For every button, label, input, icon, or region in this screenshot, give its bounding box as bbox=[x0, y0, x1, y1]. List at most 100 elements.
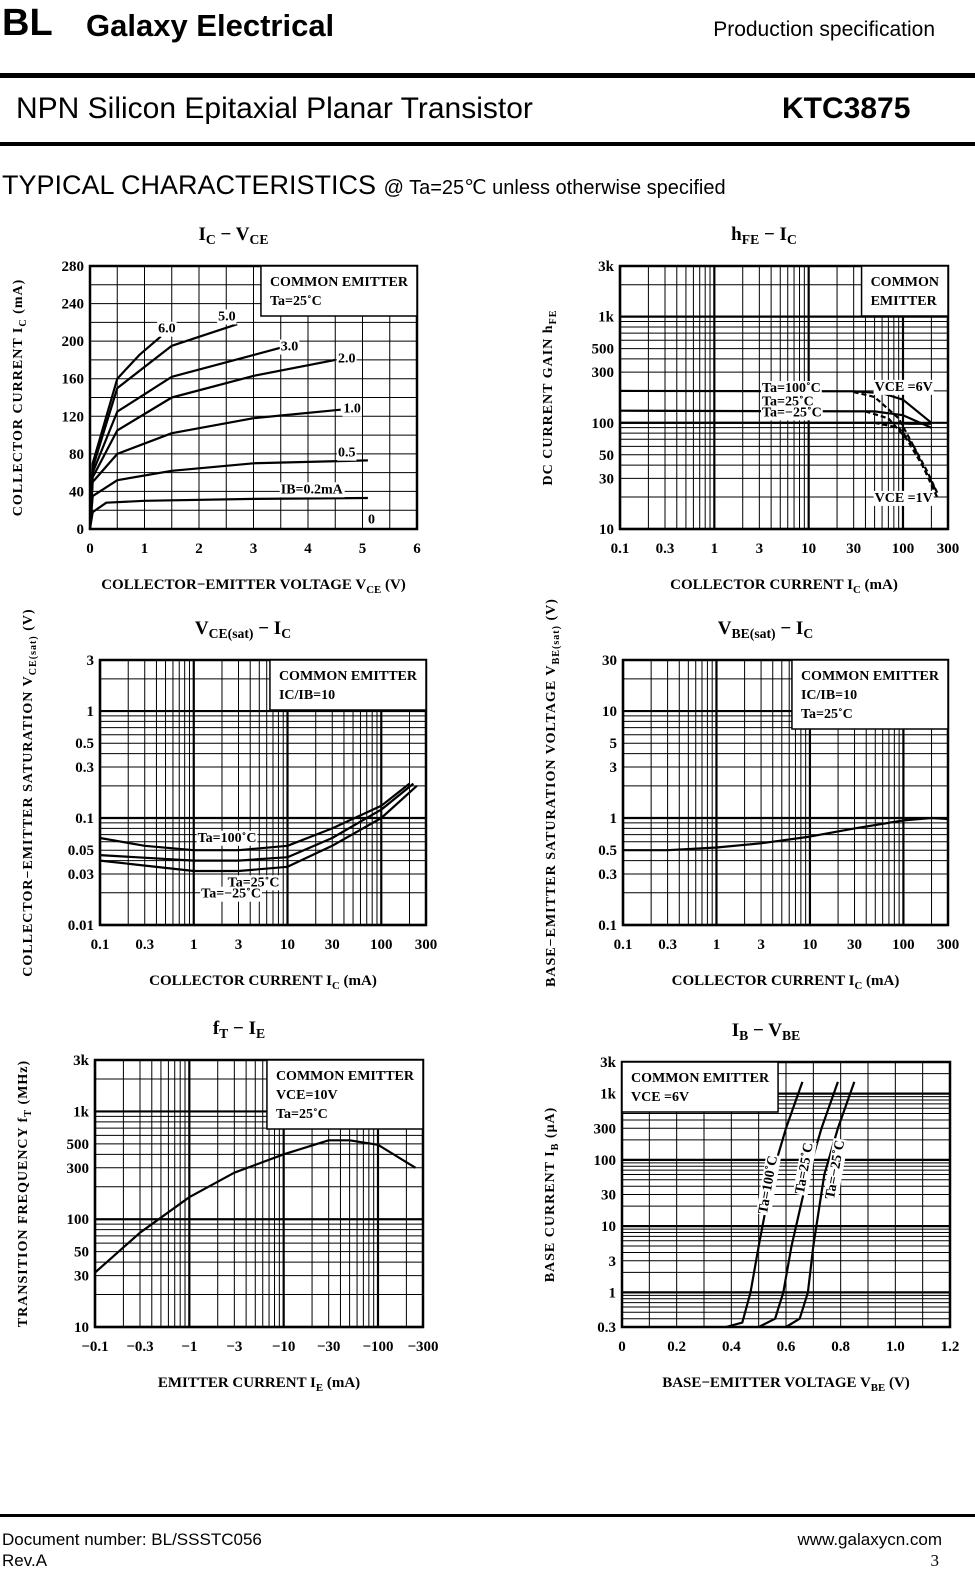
y-axis-label: COLLECTOR CURRENT IC (mA) bbox=[11, 279, 29, 517]
series-line-5 bbox=[865, 410, 939, 494]
x-tick-label: 0 bbox=[86, 541, 94, 557]
curve-label-bg bbox=[822, 1137, 849, 1202]
x-tick-label: 10 bbox=[801, 541, 816, 557]
y-tick-label: 1 bbox=[610, 811, 618, 827]
curve-label: Ta=25˚C bbox=[228, 875, 280, 890]
info-box: COMMON EMITTER IC/IB=10 Ta=25˚C bbox=[791, 659, 949, 730]
y-axis-label: DC CURRENT GAIN hFE bbox=[541, 310, 559, 486]
y-tick-label: 300 bbox=[67, 1161, 90, 1177]
y-tick-label: 80 bbox=[69, 447, 84, 463]
label-segment: BASE−EMITTER VOLTAGE V bbox=[662, 1375, 871, 1391]
chart-6: 0 0.2 0.4 0.6 0.8 1.0 1.20.31310301003001k3kIB… bbox=[543, 1020, 959, 1394]
x-tick-label: −1 bbox=[181, 1339, 197, 1355]
label-segment: C bbox=[854, 980, 862, 992]
x-axis-label: BASE−EMITTER VOLTAGE VBE (V) bbox=[662, 1375, 910, 1394]
plot-frame bbox=[88, 264, 419, 531]
info-box-line: COMMON EMITTER bbox=[801, 669, 940, 684]
label-segment: (mA) bbox=[323, 1375, 360, 1391]
curve-label: 2.0 bbox=[338, 352, 356, 367]
chart-title: IC − VCE bbox=[199, 224, 269, 247]
label-segment: CE(sat) bbox=[28, 635, 39, 675]
label-segment: FE bbox=[548, 310, 559, 325]
x-tick-label: 3 bbox=[235, 937, 243, 953]
x-tick-label: 1 bbox=[711, 541, 719, 557]
y-tick-label: 1k bbox=[598, 310, 615, 326]
info-box: COMMON EMITTER VCE=10V Ta=25˚C bbox=[266, 1059, 424, 1130]
info-box: COMMON EMITTER IC/IB=10 bbox=[269, 659, 427, 711]
section-condition: @ Ta=25℃ unless otherwise specified bbox=[383, 177, 726, 199]
label-segment: COLLECTOR CURRENT I bbox=[149, 973, 332, 989]
x-tick-label: 0.1 bbox=[611, 541, 630, 557]
label-segment: T bbox=[23, 1109, 34, 1117]
divider bbox=[0, 1514, 975, 1517]
series-line-4 bbox=[88, 358, 336, 530]
x-tick-label: 100 bbox=[892, 541, 915, 557]
x-axis-label: COLLECTOR CURRENT IC (mA) bbox=[670, 577, 898, 596]
website-link[interactable]: www.galaxycn.com bbox=[797, 1530, 942, 1549]
curve-label-bg bbox=[226, 875, 281, 891]
label-segment: − V bbox=[748, 1020, 782, 1041]
y-tick-label: 100 bbox=[594, 1153, 617, 1169]
x-tick-label: 0.2 bbox=[667, 1339, 686, 1355]
curve-label-bg bbox=[760, 405, 823, 421]
y-tick-label: 160 bbox=[62, 372, 85, 388]
info-box-line: Ta=25˚C bbox=[801, 707, 853, 722]
y-tick-label: 240 bbox=[62, 297, 85, 313]
label-segment: COLLECTOR CURRENT I bbox=[672, 973, 855, 989]
y-tick-label: 0.5 bbox=[75, 736, 94, 752]
chart-title: IB − VBE bbox=[732, 1020, 801, 1043]
x-tick-label: 300 bbox=[937, 937, 960, 953]
series-line-4 bbox=[853, 390, 939, 498]
label-segment: CE bbox=[366, 584, 381, 596]
label-segment: V bbox=[195, 618, 209, 639]
x-axis-label: COLLECTOR CURRENT IC (mA) bbox=[149, 973, 377, 992]
info-box-frame bbox=[860, 265, 949, 317]
y-tick-label: 10 bbox=[74, 1320, 89, 1336]
info-box-line: IC/IB=10 bbox=[279, 688, 335, 703]
label-segment: E bbox=[256, 1026, 265, 1041]
x-tick-label: −3 bbox=[226, 1339, 242, 1355]
chart-title: fT − IE bbox=[213, 1018, 265, 1041]
curve-label: Ta=−25˚C bbox=[762, 405, 822, 420]
label-segment: E bbox=[316, 1382, 323, 1394]
x-tick-label: 3 bbox=[756, 541, 764, 557]
info-box-line: COMMON EMITTER bbox=[631, 1071, 770, 1086]
page-number: 3 bbox=[930, 1551, 940, 1570]
y-tick-label: 30 bbox=[599, 471, 614, 487]
y-tick-label: 0.3 bbox=[75, 760, 94, 776]
x-tick-label: 0.3 bbox=[135, 937, 154, 953]
x-tick-label: 30 bbox=[325, 937, 340, 953]
curve-label: 6.0 bbox=[158, 322, 176, 337]
x-tick-label: 3 bbox=[250, 541, 258, 557]
spec-label: Production specification bbox=[713, 18, 935, 41]
y-tick-label: 40 bbox=[69, 484, 84, 500]
x-tick-label: 0.4 bbox=[722, 1339, 741, 1355]
curve-label-bg bbox=[873, 490, 934, 506]
product-title: NPN Silicon Epitaxial Planar Transistor bbox=[16, 92, 533, 125]
info-box-line: COMMON EMITTER bbox=[276, 1069, 415, 1084]
label-segment: f bbox=[213, 1018, 220, 1039]
info-box: COMMON EMITTER VCE =6V bbox=[621, 1061, 779, 1113]
chart-3: 0.1 0.3 1 3 10 30 100 300 0.01 0.03 0.05 0.1 0.3 0.5 1… bbox=[21, 608, 437, 992]
label-segment: − I bbox=[776, 618, 804, 639]
series-line-1 bbox=[725, 1081, 804, 1329]
curve-label-bg bbox=[279, 482, 345, 498]
chart-4: 0.1 0.3 1 3 10 30 100 3000.10.30.51351030VBE(sa… bbox=[544, 598, 959, 992]
x-tick-label: 100 bbox=[892, 937, 915, 953]
x-tick-label: 300 bbox=[937, 541, 960, 557]
label-segment: V bbox=[718, 618, 732, 639]
x-tick-label: −30 bbox=[317, 1339, 341, 1355]
y-tick-label: 10 bbox=[599, 522, 614, 538]
y-tick-label: 3 bbox=[610, 760, 618, 776]
y-tick-label: 1 bbox=[609, 1285, 617, 1301]
curve-label: VCE =1V bbox=[875, 491, 933, 506]
x-axis-label: COLLECTOR−EMITTER VOLTAGE VCE (V) bbox=[101, 577, 406, 596]
y-tick-label: 0.01 bbox=[68, 918, 94, 934]
label-segment: C bbox=[281, 626, 291, 641]
section-heading: TYPICAL CHARACTERISTICS bbox=[2, 170, 377, 200]
label-segment: CE bbox=[250, 232, 269, 247]
curve-label-bg bbox=[873, 379, 934, 395]
chart-5: −0.1 −0.3 −1 −3 −10 −30 −100 −300 10 30 50 100 300 50… bbox=[16, 1018, 439, 1394]
curve-label-bg bbox=[196, 830, 258, 846]
